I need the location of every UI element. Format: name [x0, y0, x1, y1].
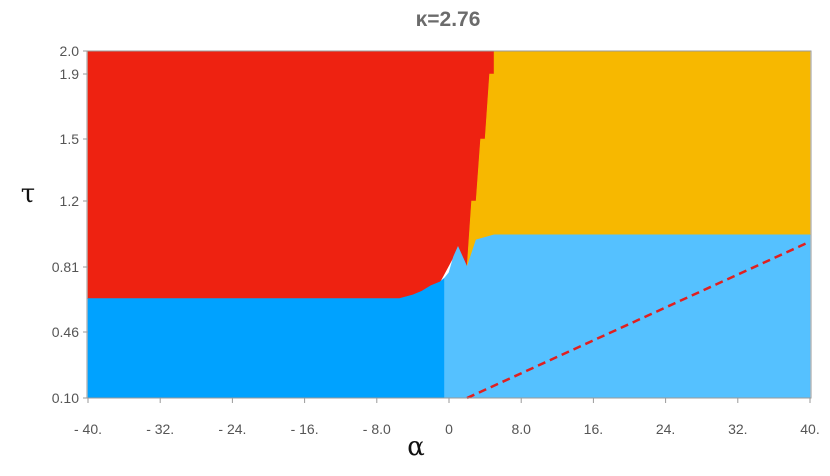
y-tick-label: 0.81	[52, 259, 79, 275]
regions-group	[87, 50, 811, 399]
y-tick-label: 1.2	[60, 193, 80, 209]
x-axis-label: α	[407, 432, 425, 462]
y-tick-label: 0.46	[52, 324, 79, 340]
dashed-line-group	[466, 240, 811, 400]
y-tick-label: 2.0	[60, 43, 80, 59]
y-axis: 0.10 0.46 0.81 1.2 1.5 1.9 2.0	[52, 43, 88, 406]
light-blue-region	[444, 234, 811, 399]
x-tick-label: - 8.0	[363, 421, 391, 437]
x-tick-label: - 32.	[146, 421, 174, 437]
y-tick-label: 1.5	[60, 131, 80, 147]
y-axis-label: τ	[21, 179, 35, 209]
x-tick-label: 8.0	[511, 421, 531, 437]
y-tick-label: 0.10	[52, 390, 79, 406]
red-region	[87, 50, 495, 299]
x-tick-label: 0	[445, 421, 453, 437]
chart-title: κ=2.76	[416, 8, 481, 31]
x-tick-label: 24.	[656, 421, 675, 437]
x-tick-label: - 40.	[74, 421, 102, 437]
dashed-reference-line	[466, 240, 811, 400]
x-tick-label: 40.	[800, 421, 819, 437]
x-tick-label: - 24.	[218, 421, 246, 437]
y-tick-label: 1.9	[60, 66, 80, 82]
x-tick-label: 32.	[728, 421, 747, 437]
x-tick-label: - 16.	[291, 421, 319, 437]
x-tick-label: 16.	[584, 421, 603, 437]
x-axis: - 40. - 32. - 24. - 16. - 8.0 0 8.0 16. 24. 32. 40…	[74, 398, 820, 437]
